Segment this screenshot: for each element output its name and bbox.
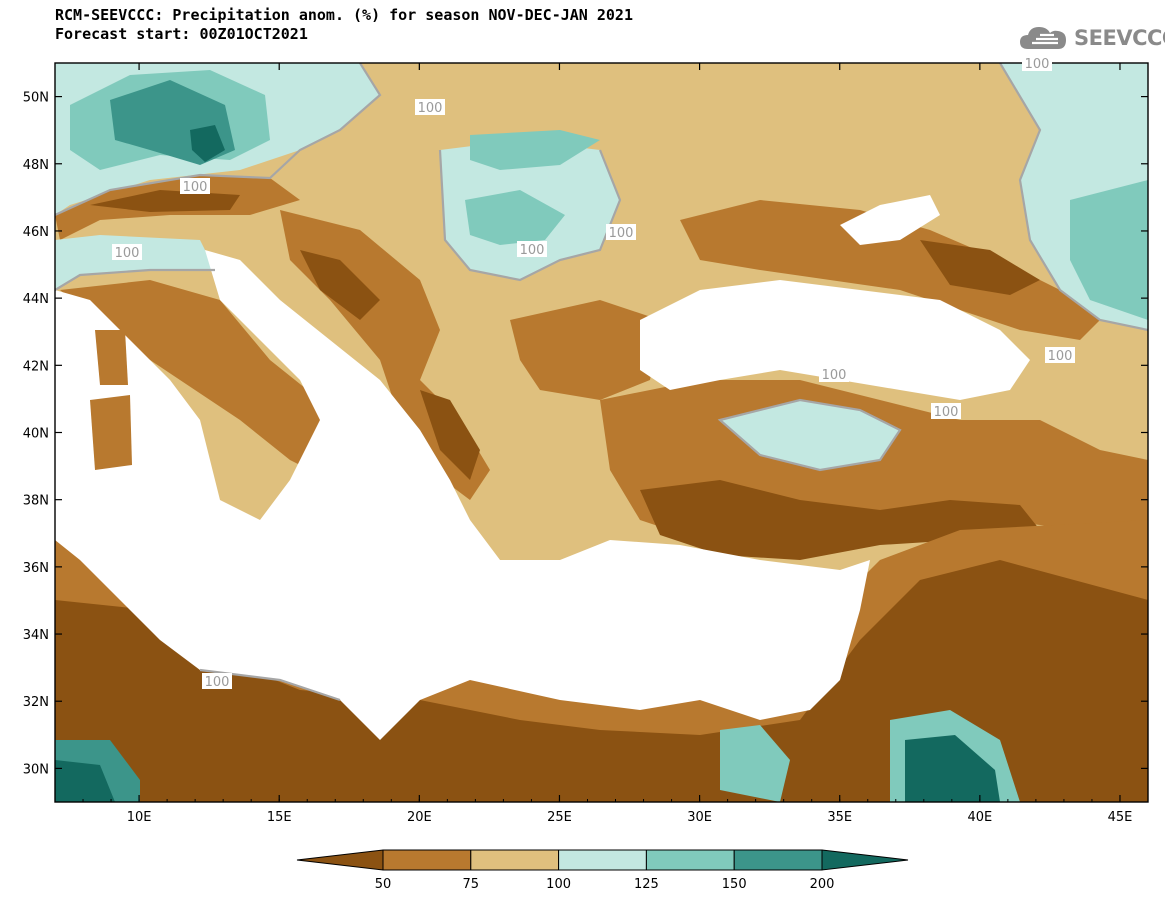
lat-tick-label: 46N [23, 225, 49, 240]
contour-label: 100 [520, 243, 545, 258]
contour-label-bg [415, 99, 445, 115]
colorbar: 50 75 100 125 150 200 [296, 849, 909, 892]
colorbar-low-arrow [296, 849, 384, 871]
lon-tick-label: 30E [687, 810, 712, 825]
lat-tick-label: 34N [23, 628, 49, 643]
lon-tick-label: 20E [407, 810, 432, 825]
anomaly-field [55, 63, 1148, 802]
lat-tick-label: 30N [23, 762, 49, 777]
lat-tick-label: 48N [23, 158, 49, 173]
lon-tick-label: 10E [127, 810, 152, 825]
contour-label: 100 [1025, 57, 1050, 72]
lon-tick-label: 15E [267, 810, 292, 825]
axis-ticks: 10E 15E 20E 25E 30E 35E 40E 45E 30N 32N 34N 36N 38N 4… [23, 63, 1148, 825]
colorbar-label: 125 [634, 877, 659, 892]
seevccc-logo: SEEVCCC [1018, 22, 1165, 54]
contour-label-bg [819, 366, 849, 382]
lat-tick-label: 32N [23, 695, 49, 710]
lon-tick-label: 25E [547, 810, 572, 825]
colorbar-label: 50 [375, 877, 392, 892]
contour-label: 100 [205, 675, 230, 690]
contour-label: 100 [934, 405, 959, 420]
contour-lines [55, 63, 1148, 702]
map-title: RCM-SEEVCCC: Precipitation anom. (%) for… [55, 6, 633, 44]
contour-label: 100 [609, 226, 634, 241]
contour-label-bg [180, 178, 210, 194]
logo-text: SEEVCCC [1074, 26, 1165, 50]
contour-label-group: 100 100 100 100 100 100 100 100 100 100 [112, 55, 1075, 690]
title-line-1: RCM-SEEVCCC: Precipitation anom. (%) for… [55, 6, 633, 24]
colorbar-box [733, 849, 823, 871]
contour-label-bg [202, 673, 232, 689]
lat-tick-label: 50N [23, 91, 49, 106]
contour-label: 100 [822, 368, 847, 383]
colorbar-box [558, 849, 647, 871]
contour-label-bg [112, 244, 142, 260]
cloud-icon [1020, 27, 1066, 49]
lat-tick-label: 42N [23, 359, 49, 374]
contour-label-bg [931, 403, 961, 419]
contour-label-bg [517, 241, 547, 257]
lat-tick-label: 38N [23, 494, 49, 509]
colorbar-label: 75 [463, 877, 480, 892]
contour-label: 100 [1048, 349, 1073, 364]
lon-tick-label: 45E [1108, 810, 1133, 825]
colorbar-box [645, 849, 735, 871]
lon-tick-label: 35E [827, 810, 852, 825]
lat-tick-label: 36N [23, 561, 49, 576]
colorbar-label: 150 [722, 877, 747, 892]
colorbar-high-arrow [821, 849, 909, 871]
lat-tick-label: 44N [23, 292, 49, 307]
contour-label: 100 [115, 246, 140, 261]
contour-label-bg [1022, 55, 1052, 71]
contour-label: 100 [183, 180, 208, 195]
colorbar-box [382, 849, 472, 871]
lon-tick-label: 40E [967, 810, 992, 825]
colorbar-label: 100 [546, 877, 571, 892]
contour-label-bg [1045, 347, 1075, 363]
contour-label: 100 [418, 101, 443, 116]
title-line-2: Forecast start: 00Z01OCT2021 [55, 25, 308, 43]
colorbar-label: 200 [810, 877, 835, 892]
colorbar-box [470, 849, 560, 871]
contour-label-bg [606, 224, 636, 240]
lat-tick-label: 40N [23, 427, 49, 442]
